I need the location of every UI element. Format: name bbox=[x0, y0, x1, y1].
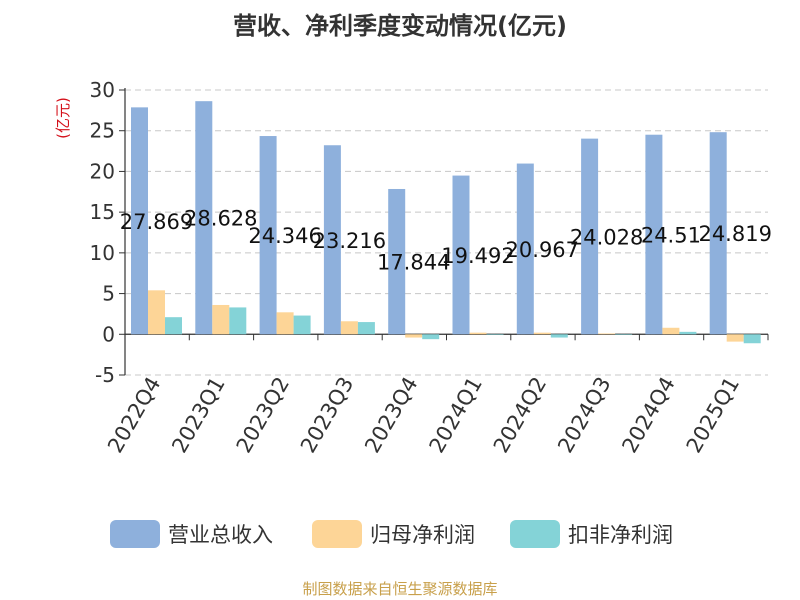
y-tick-label: 0 bbox=[102, 322, 115, 346]
bar-data-label: 28.628 bbox=[184, 207, 257, 231]
bar-revenue bbox=[259, 136, 277, 335]
bar-data-label: 17.844 bbox=[377, 251, 450, 275]
x-tick-label: 2024Q2 bbox=[489, 373, 551, 457]
bar-net-profit bbox=[469, 332, 487, 335]
y-tick-label: 20 bbox=[90, 159, 115, 183]
bar-revenue bbox=[195, 101, 213, 335]
bar-revenue bbox=[323, 145, 341, 335]
bar-revenue bbox=[516, 163, 534, 335]
bar-deducted-net-profit bbox=[422, 334, 440, 340]
bar-net-profit bbox=[533, 332, 551, 335]
data-source-note: 制图数据来自恒生聚源数据库 bbox=[302, 580, 498, 598]
y-tick-label: 10 bbox=[90, 241, 115, 265]
y-axis-label: (亿元) bbox=[54, 97, 72, 139]
x-tick-label: 2023Q3 bbox=[296, 373, 358, 457]
bar-data-label: 24.819 bbox=[698, 222, 771, 246]
bar-data-label: 24.346 bbox=[248, 224, 321, 248]
bar-deducted-net-profit bbox=[679, 331, 697, 335]
legend-label: 营业总收入 bbox=[168, 523, 273, 547]
bar-data-label: 19.492 bbox=[441, 244, 514, 268]
bar-deducted-net-profit bbox=[229, 307, 247, 335]
x-tick-label: 2023Q4 bbox=[360, 373, 422, 457]
bar-revenue bbox=[131, 107, 148, 335]
x-tick-label: 2023Q2 bbox=[232, 373, 294, 457]
chart-title: 营收、净利季度变动情况(亿元) bbox=[233, 12, 567, 40]
bar-net-profit bbox=[726, 334, 744, 342]
bar-revenue bbox=[709, 132, 727, 335]
x-tick-label: 2024Q4 bbox=[617, 373, 679, 457]
bar-revenue bbox=[452, 175, 470, 335]
bar-deducted-net-profit bbox=[615, 334, 633, 335]
x-tick-label: 2024Q3 bbox=[553, 373, 615, 457]
bar-net-profit bbox=[598, 333, 616, 335]
y-tick-label: -5 bbox=[95, 363, 115, 387]
bar-data-label: 27.869 bbox=[120, 210, 193, 234]
bar-deducted-net-profit bbox=[293, 315, 311, 335]
bar-revenue bbox=[581, 138, 599, 335]
y-tick-label: 15 bbox=[90, 200, 115, 224]
bar-net-profit bbox=[212, 304, 230, 335]
bar-net-profit bbox=[340, 321, 358, 335]
y-tick-label: 5 bbox=[102, 282, 115, 306]
bar-revenue bbox=[388, 188, 406, 335]
bar-data-label: 24.028 bbox=[570, 225, 643, 249]
bar-data-label: 24.51 bbox=[641, 223, 701, 247]
bar-deducted-net-profit bbox=[357, 322, 375, 335]
legend-label: 归母净利润 bbox=[370, 523, 475, 547]
bar-net-profit bbox=[148, 290, 165, 335]
x-tick-label: 2024Q1 bbox=[425, 373, 487, 457]
bar-data-label: 23.216 bbox=[313, 229, 386, 253]
legend-swatch bbox=[110, 520, 160, 548]
bar-deducted-net-profit bbox=[486, 334, 504, 335]
legend-label: 扣非净利润 bbox=[568, 523, 673, 547]
y-tick-label: 25 bbox=[90, 119, 115, 143]
y-tick-label: 30 bbox=[90, 78, 115, 102]
legend-swatch bbox=[510, 520, 560, 548]
bar-data-label: 20.967 bbox=[506, 238, 579, 262]
bar-net-profit bbox=[405, 334, 423, 338]
bar-deducted-net-profit bbox=[550, 334, 568, 338]
bar-deducted-net-profit bbox=[165, 317, 182, 335]
x-tick-label: 2023Q1 bbox=[167, 373, 229, 457]
bar-net-profit bbox=[276, 312, 294, 335]
bar-revenue bbox=[645, 134, 663, 335]
bar-deducted-net-profit bbox=[743, 334, 761, 344]
bar-net-profit bbox=[662, 327, 680, 335]
x-tick-label: 2025Q1 bbox=[682, 373, 744, 457]
legend-swatch bbox=[312, 520, 362, 548]
